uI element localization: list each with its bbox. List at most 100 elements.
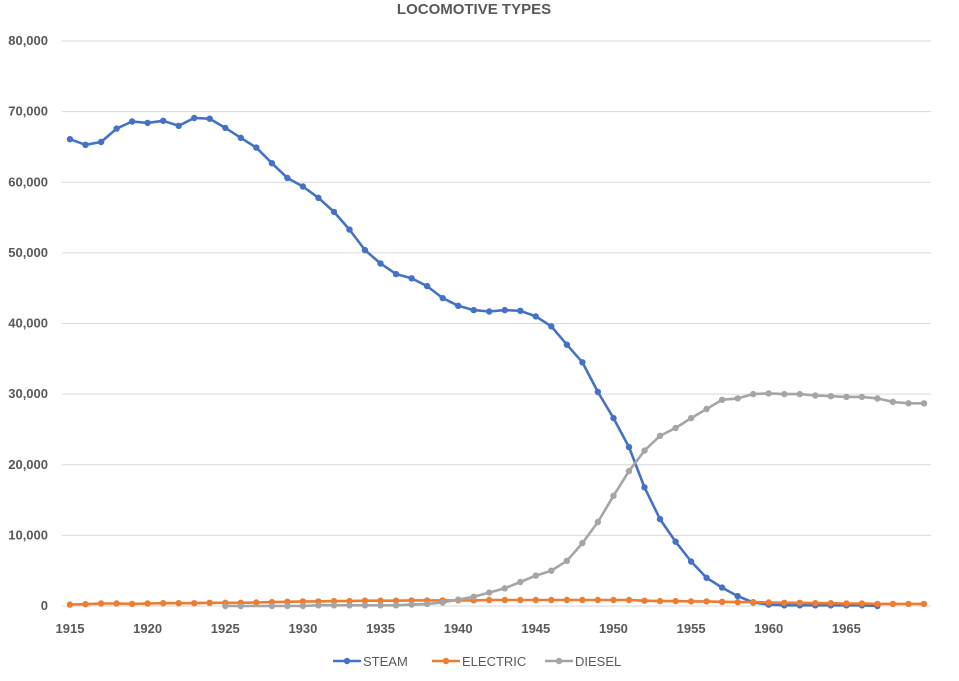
data-point-diesel — [268, 602, 276, 610]
data-point-diesel — [734, 395, 741, 402]
data-point-steam — [299, 183, 307, 190]
data-point-electric — [113, 600, 120, 607]
data-point-diesel — [718, 396, 726, 403]
data-point-diesel — [672, 424, 679, 432]
y-axis: 0 10,000 20,000 30,000 40,000 50,000 60,000 70,… — [8, 33, 48, 613]
data-point-electric — [253, 599, 260, 606]
y-tick-label: 10,000 — [8, 527, 48, 542]
data-point-diesel — [237, 602, 244, 610]
data-point-electric — [206, 599, 213, 606]
data-point-steam — [672, 538, 679, 545]
data-point-steam — [315, 194, 322, 201]
data-point-diesel — [858, 393, 866, 401]
x-tick-label: 1940 — [444, 621, 473, 636]
data-point-diesel — [563, 557, 571, 564]
data-point-steam — [361, 246, 369, 254]
data-point-electric — [734, 598, 741, 606]
data-point-electric — [812, 600, 819, 607]
data-point-diesel — [827, 393, 834, 400]
data-point-steam — [144, 119, 151, 127]
legend-label-electric: ELECTRIC — [462, 654, 526, 669]
data-point-diesel — [423, 600, 431, 608]
data-point-diesel — [781, 390, 788, 398]
data-point-electric — [563, 596, 571, 604]
data-point-steam — [222, 124, 229, 132]
data-point-steam — [579, 359, 586, 366]
data-point-electric — [175, 600, 182, 607]
series-line-steam — [69, 116, 878, 608]
data-point-diesel — [594, 518, 602, 526]
data-point-electric — [920, 600, 928, 608]
data-point-steam — [377, 260, 384, 267]
data-point-electric — [160, 600, 167, 607]
data-point-steam — [346, 226, 353, 233]
data-point-electric — [579, 596, 586, 604]
data-point-diesel — [377, 602, 384, 609]
data-point-electric — [548, 596, 555, 604]
x-tick-label: 1955 — [677, 621, 706, 636]
data-point-diesel — [222, 602, 229, 610]
series-line-diesel — [225, 392, 924, 608]
data-point-steam — [237, 134, 244, 141]
data-point-electric — [718, 598, 726, 605]
data-point-steam — [656, 515, 664, 523]
data-point-steam — [206, 115, 213, 122]
data-point-diesel — [765, 390, 772, 397]
x-axis: 1915 1920 1925 1930 1935 1940 1945 1950 1955 1960… — [56, 621, 861, 636]
series-diesel — [222, 390, 928, 610]
legend-item-electric: ELECTRIC — [432, 654, 526, 669]
data-point-steam — [610, 414, 617, 422]
data-point-electric — [625, 596, 633, 604]
data-point-electric — [905, 600, 912, 608]
y-tick-label: 70,000 — [8, 104, 48, 119]
data-point-diesel — [905, 400, 912, 407]
data-point-diesel — [874, 395, 881, 402]
data-point-steam — [175, 122, 182, 129]
x-tick-label: 1925 — [211, 621, 240, 636]
data-point-electric — [517, 596, 524, 604]
data-point-steam — [470, 306, 477, 314]
data-point-electric — [796, 599, 803, 606]
data-point-electric — [501, 596, 508, 604]
data-point-electric — [874, 600, 881, 608]
legend: STEAM ELECTRIC DIESEL — [333, 654, 621, 669]
data-point-diesel — [656, 432, 664, 439]
data-point-diesel — [486, 589, 493, 596]
x-tick-label: 1915 — [56, 621, 85, 636]
data-point-diesel — [439, 599, 446, 606]
data-point-electric — [299, 598, 307, 605]
data-point-steam — [548, 323, 555, 330]
data-point-diesel — [299, 602, 307, 610]
data-point-electric — [641, 597, 648, 604]
x-tick-label: 1945 — [521, 621, 550, 636]
data-point-electric — [703, 598, 710, 605]
series-layer — [66, 114, 928, 610]
data-point-electric — [361, 597, 369, 604]
data-point-electric — [672, 597, 679, 605]
data-point-electric — [594, 596, 602, 604]
data-point-steam — [703, 574, 710, 581]
data-point-electric — [392, 597, 400, 604]
data-point-electric — [486, 596, 493, 604]
data-point-diesel — [346, 602, 353, 609]
legend-label-diesel: DIESEL — [575, 654, 621, 669]
data-point-diesel — [625, 467, 633, 475]
data-point-steam — [82, 141, 89, 148]
data-point-electric — [687, 598, 695, 605]
data-point-electric — [843, 600, 850, 607]
data-point-diesel — [920, 400, 928, 407]
data-point-diesel — [315, 602, 322, 609]
data-point-diesel — [579, 539, 586, 547]
y-tick-label: 20,000 — [8, 457, 48, 472]
data-point-diesel — [687, 414, 695, 422]
series-line-electric — [69, 598, 924, 606]
x-tick-label: 1930 — [288, 621, 317, 636]
gridlines — [62, 40, 931, 607]
data-point-electric — [66, 601, 74, 608]
x-tick-label: 1960 — [754, 621, 783, 636]
data-point-steam — [284, 174, 291, 182]
data-point-steam — [423, 282, 431, 290]
data-point-diesel — [330, 602, 338, 609]
data-point-electric — [191, 600, 198, 607]
data-point-steam — [97, 138, 105, 146]
